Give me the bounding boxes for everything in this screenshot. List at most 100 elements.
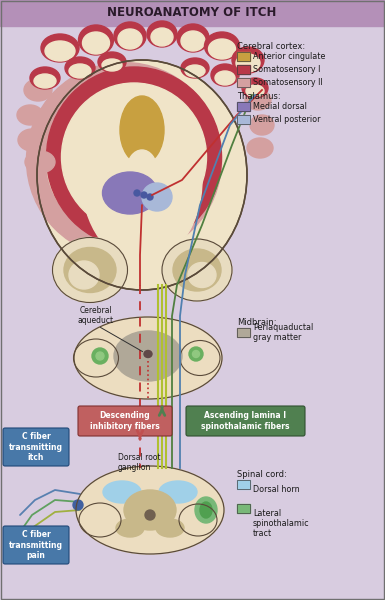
Circle shape: [141, 192, 147, 198]
Ellipse shape: [236, 54, 260, 72]
FancyBboxPatch shape: [3, 428, 69, 466]
Ellipse shape: [147, 21, 177, 47]
Ellipse shape: [162, 239, 232, 301]
Text: Somatosensory I: Somatosensory I: [253, 65, 320, 74]
Ellipse shape: [64, 247, 116, 292]
Ellipse shape: [34, 74, 56, 88]
Ellipse shape: [45, 41, 75, 61]
Ellipse shape: [215, 71, 235, 85]
Ellipse shape: [173, 249, 221, 291]
Ellipse shape: [124, 490, 176, 530]
Text: Somatosensory II: Somatosensory II: [253, 78, 323, 87]
Ellipse shape: [180, 340, 220, 376]
Circle shape: [73, 500, 83, 510]
Bar: [237, 480, 250, 489]
Bar: [237, 65, 250, 74]
Ellipse shape: [151, 28, 173, 46]
Ellipse shape: [41, 34, 79, 62]
Ellipse shape: [114, 331, 182, 381]
Bar: [237, 115, 250, 124]
Ellipse shape: [211, 64, 239, 86]
FancyBboxPatch shape: [186, 406, 305, 436]
Text: Cerebral cortex:: Cerebral cortex:: [237, 42, 305, 51]
Text: Medial dorsal: Medial dorsal: [253, 102, 307, 111]
Text: Cerebral
aqueduct: Cerebral aqueduct: [78, 305, 114, 325]
Bar: [237, 480, 250, 489]
Bar: [237, 52, 250, 61]
Text: Spinal cord:: Spinal cord:: [237, 470, 287, 479]
Text: Dorsal horn: Dorsal horn: [253, 485, 300, 493]
Ellipse shape: [114, 22, 146, 50]
Ellipse shape: [30, 67, 60, 89]
Ellipse shape: [62, 83, 206, 231]
Ellipse shape: [200, 502, 212, 518]
Ellipse shape: [188, 263, 216, 287]
Text: NEUROANATOMY OF ITCH: NEUROANATOMY OF ITCH: [107, 7, 277, 19]
Bar: [0, 0, 385, 26]
Ellipse shape: [18, 129, 46, 151]
Ellipse shape: [79, 25, 114, 55]
Bar: [237, 328, 250, 337]
Ellipse shape: [179, 504, 217, 536]
FancyBboxPatch shape: [3, 526, 69, 564]
Text: C fiber
transmitting
pain: C fiber transmitting pain: [9, 530, 63, 560]
Ellipse shape: [181, 31, 205, 51]
Ellipse shape: [118, 29, 142, 49]
Ellipse shape: [232, 47, 264, 73]
Ellipse shape: [37, 60, 247, 290]
Ellipse shape: [177, 24, 209, 52]
Ellipse shape: [98, 52, 126, 72]
Ellipse shape: [25, 151, 55, 173]
Text: Descending
inhibitory fibers: Descending inhibitory fibers: [90, 412, 160, 431]
Bar: [237, 52, 250, 61]
Bar: [237, 78, 250, 87]
Ellipse shape: [82, 97, 202, 263]
Circle shape: [189, 347, 203, 361]
Ellipse shape: [159, 481, 197, 503]
Circle shape: [92, 348, 108, 364]
Ellipse shape: [144, 350, 152, 358]
Text: Dorsal root
ganglion: Dorsal root ganglion: [118, 453, 161, 472]
Text: Lateral
spinothalamic
tract: Lateral spinothalamic tract: [253, 509, 310, 538]
Ellipse shape: [103, 481, 141, 503]
Ellipse shape: [120, 96, 164, 164]
Text: Thalamus:: Thalamus:: [237, 92, 281, 101]
Text: Ventral posterior: Ventral posterior: [253, 115, 320, 124]
Ellipse shape: [65, 57, 95, 79]
Ellipse shape: [246, 85, 264, 97]
Ellipse shape: [47, 81, 201, 239]
FancyBboxPatch shape: [78, 406, 172, 436]
Circle shape: [96, 352, 104, 360]
Bar: [237, 102, 250, 111]
Text: Midbrain:: Midbrain:: [237, 318, 276, 327]
Ellipse shape: [69, 261, 99, 289]
Bar: [237, 328, 250, 337]
Bar: [237, 115, 250, 124]
Bar: [237, 504, 250, 513]
Text: C fiber
transmitting
itch: C fiber transmitting itch: [9, 432, 63, 462]
Ellipse shape: [245, 90, 271, 110]
Circle shape: [145, 510, 155, 520]
Bar: [237, 504, 250, 513]
Ellipse shape: [52, 238, 127, 302]
Ellipse shape: [76, 466, 224, 554]
Bar: [237, 65, 250, 74]
Ellipse shape: [209, 39, 236, 59]
Ellipse shape: [142, 183, 172, 211]
Text: Anterior cingulate: Anterior cingulate: [253, 52, 325, 61]
Ellipse shape: [195, 497, 217, 523]
Ellipse shape: [181, 58, 209, 78]
Circle shape: [147, 194, 153, 200]
Ellipse shape: [27, 62, 221, 257]
Circle shape: [192, 350, 199, 358]
Ellipse shape: [82, 32, 109, 54]
Ellipse shape: [185, 65, 205, 77]
Bar: [237, 78, 250, 87]
Ellipse shape: [242, 78, 268, 98]
Ellipse shape: [204, 32, 239, 60]
Ellipse shape: [102, 59, 122, 71]
Ellipse shape: [79, 503, 121, 537]
Text: Periaquaductal
gray matter: Periaquaductal gray matter: [253, 323, 313, 342]
Text: Ascending lamina I
spinothalamic fibers: Ascending lamina I spinothalamic fibers: [201, 412, 290, 431]
Ellipse shape: [74, 339, 119, 377]
